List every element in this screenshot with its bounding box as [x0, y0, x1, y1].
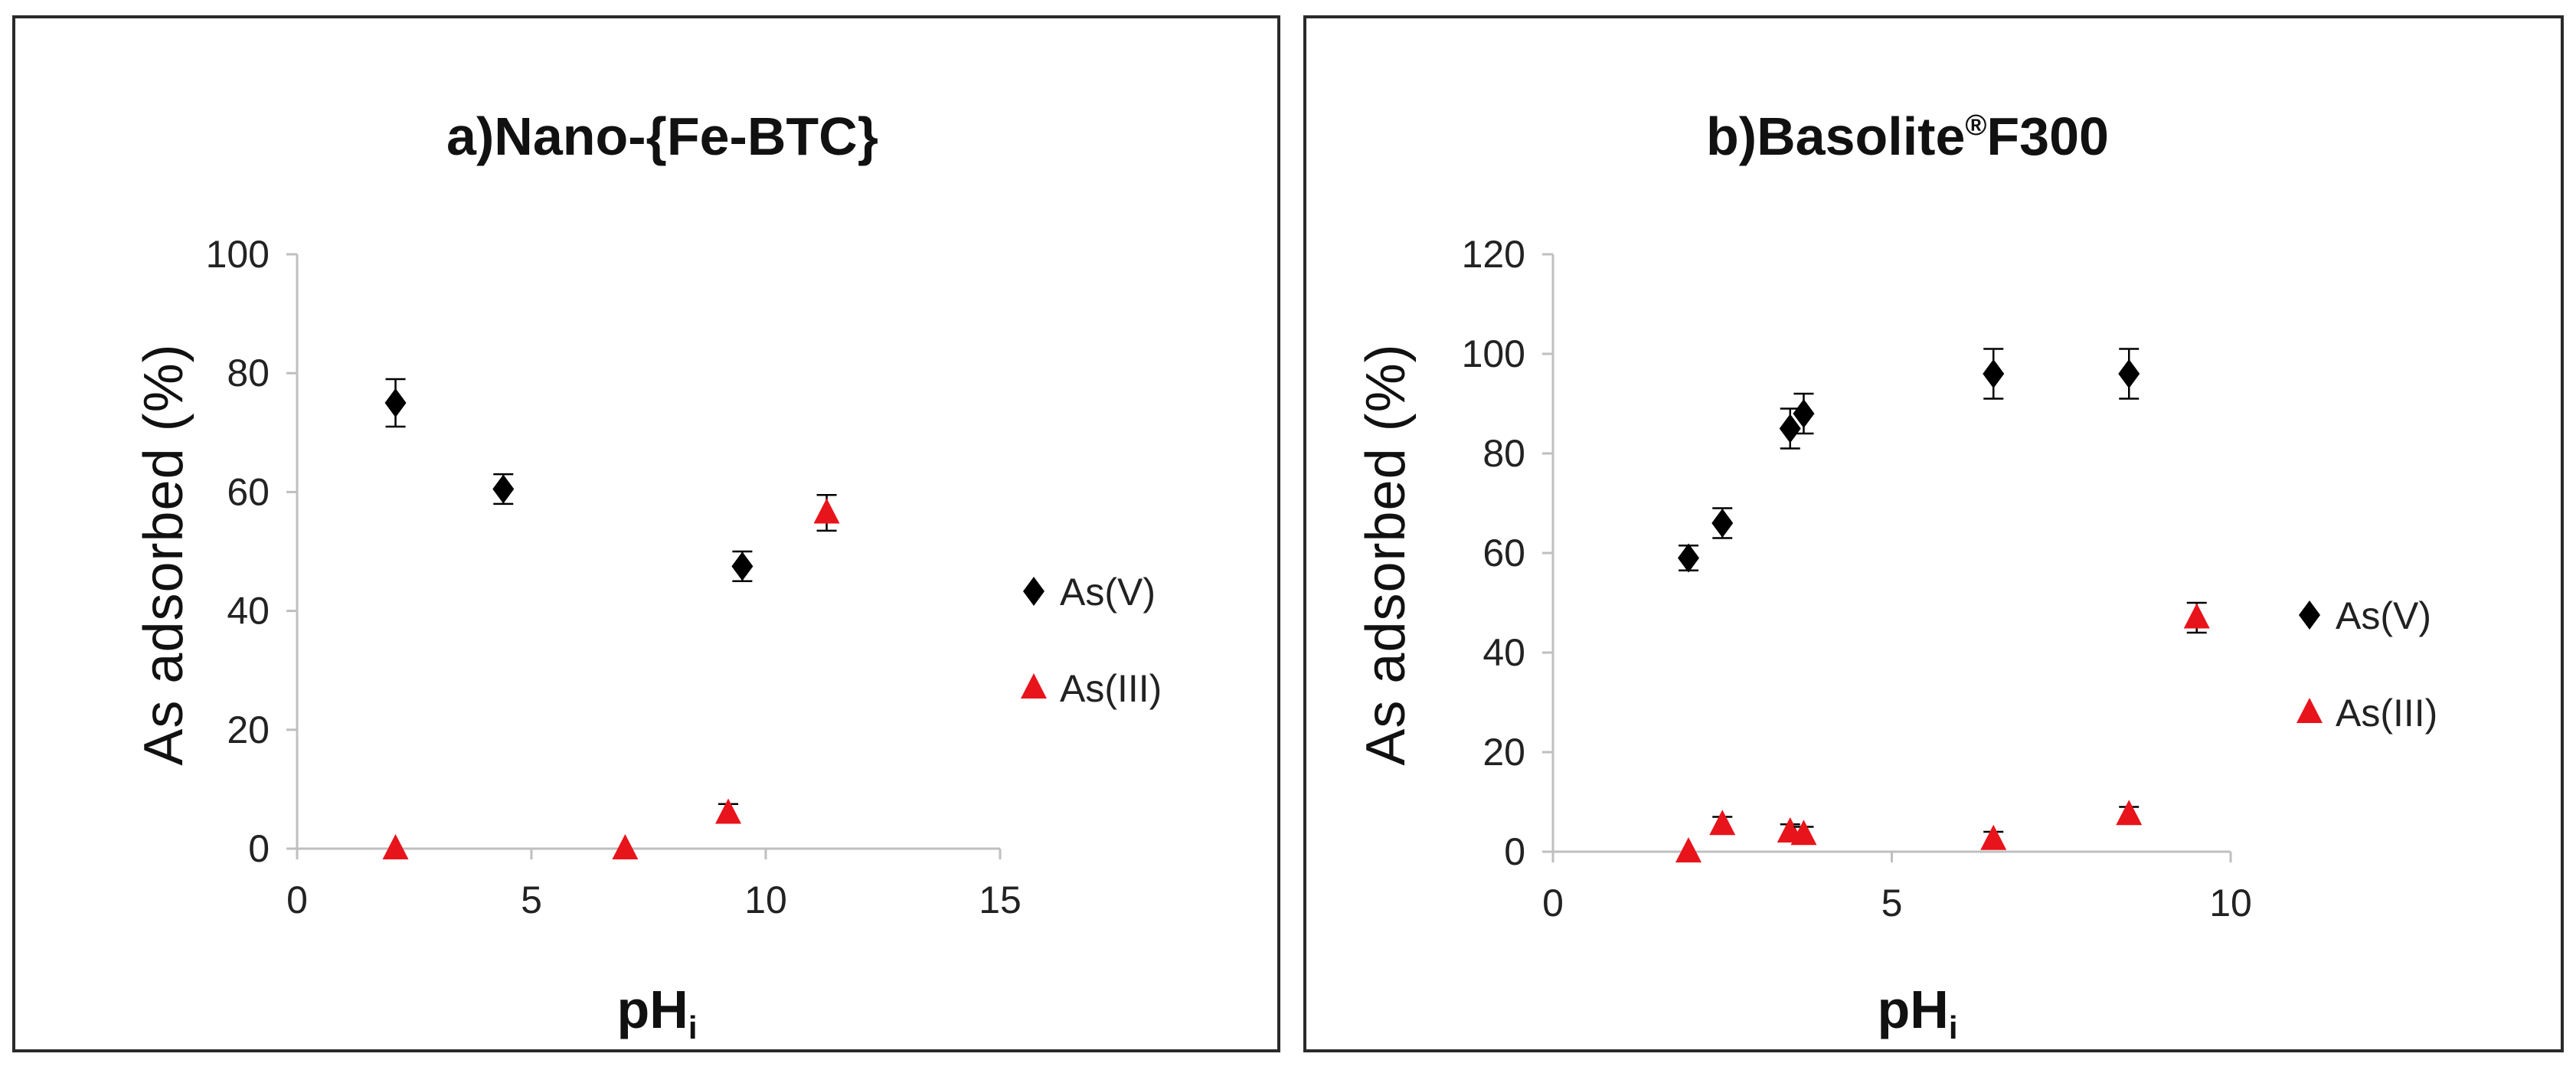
- chart-b-as-iii-point: [2183, 603, 2210, 629]
- chart-b-x-tick-label: 10: [2209, 882, 2252, 924]
- chart-b-as-v-point: [1983, 359, 2005, 388]
- chart-a-legend-as-iii-marker: [1021, 673, 1047, 699]
- chart-a-x-tick-label: 0: [286, 879, 308, 921]
- chart-a-as-v-point: [384, 388, 407, 417]
- chart-a-as-iii-point: [813, 498, 840, 524]
- chart-a-as-iii-point: [715, 798, 742, 824]
- chart-b-x-tick-label: 0: [1542, 882, 1564, 924]
- chart-b-as-iii-point: [1709, 810, 1736, 836]
- chart-b-x-axis-label: pHi: [1878, 980, 1958, 1045]
- chart-b-legend-as-v-label: As(V): [2336, 594, 2431, 637]
- chart-a-y-tick-label: 20: [227, 708, 270, 751]
- chart-b-as-iii-point: [1675, 837, 1702, 862]
- chart-b-y-tick-label: 120: [1462, 233, 1525, 276]
- chart-a-title: a)Nano-{Fe-BTC}: [446, 106, 878, 166]
- chart-a-x-tick-label: 15: [979, 879, 1022, 921]
- chart-a-y-tick-label: 40: [227, 590, 270, 633]
- chart-b-as-v-point: [1793, 399, 1815, 428]
- chart-b-title: b)Basolite®F300: [1706, 106, 2109, 166]
- chart-b-as-v-point: [1779, 414, 1801, 443]
- chart-a-as-iii-point: [382, 834, 409, 859]
- chart-a-y-tick-label: 0: [248, 827, 270, 870]
- chart-a-as-iii-point: [612, 834, 639, 859]
- chart-a-x-axis-label: pHi: [617, 980, 698, 1045]
- chart-b-y-tick-label: 20: [1483, 731, 1525, 774]
- chart-b-y-tick-label: 60: [1483, 532, 1525, 574]
- chart-b-y-tick-label: 40: [1483, 631, 1525, 674]
- chart-b-legend-as-iii-marker: [2296, 698, 2323, 723]
- chart-a-x-tick-label: 5: [521, 879, 542, 921]
- chart-panel-b: b)Basolite®F300 As adsorbed (%) pHi 0 20 4…: [1303, 15, 2564, 1052]
- chart-b-legend-as-v-marker: [2299, 600, 2320, 630]
- chart-a-svg: a)Nano-{Fe-BTC} As adsorbed (%) pHi 0 20 4…: [133, 106, 1162, 1045]
- chart-panel-a: a)Nano-{Fe-BTC} As adsorbed (%) pHi 0 20 4…: [12, 15, 1280, 1052]
- chart-b-y-tick-label: 0: [1504, 830, 1525, 873]
- chart-b-as-v-point: [1678, 543, 1699, 573]
- chart-b-svg: b)Basolite®F300 As adsorbed (%) pHi 0 20 4…: [1355, 106, 2437, 1045]
- chart-b-x-tick-label: 5: [1881, 882, 1903, 924]
- chart-a-legend-as-iii-label: As(III): [1060, 667, 1162, 710]
- chart-a-y-tick-label: 60: [227, 470, 270, 513]
- chart-a-y-tick-label: 80: [227, 352, 270, 394]
- chart-b-as-iii-point: [1980, 824, 2007, 850]
- chart-a-legend-as-v-marker: [1023, 577, 1044, 606]
- chart-a-as-v-point: [492, 474, 515, 504]
- chart-b-as-v-point: [1711, 509, 1734, 538]
- chart-b-y-tick-label: 80: [1483, 432, 1525, 475]
- chart-b-legend-as-iii-label: As(III): [2336, 692, 2437, 735]
- chart-a-legend-as-v-label: As(V): [1060, 571, 1156, 614]
- chart-a-y-tick-label: 100: [206, 233, 270, 276]
- chart-b-y-axis-label: As adsorbed (%): [1355, 343, 1417, 765]
- chart-a-as-v-point: [731, 551, 754, 581]
- chart-b-as-iii-point: [1790, 820, 1817, 846]
- chart-b-as-v-point: [2118, 359, 2140, 388]
- chart-b-y-tick-label: 100: [1462, 332, 1525, 375]
- chart-b-as-iii-point: [2116, 800, 2143, 826]
- chart-a-y-axis-label: As adsorbed (%): [133, 343, 195, 765]
- chart-a-x-tick-label: 10: [744, 879, 787, 921]
